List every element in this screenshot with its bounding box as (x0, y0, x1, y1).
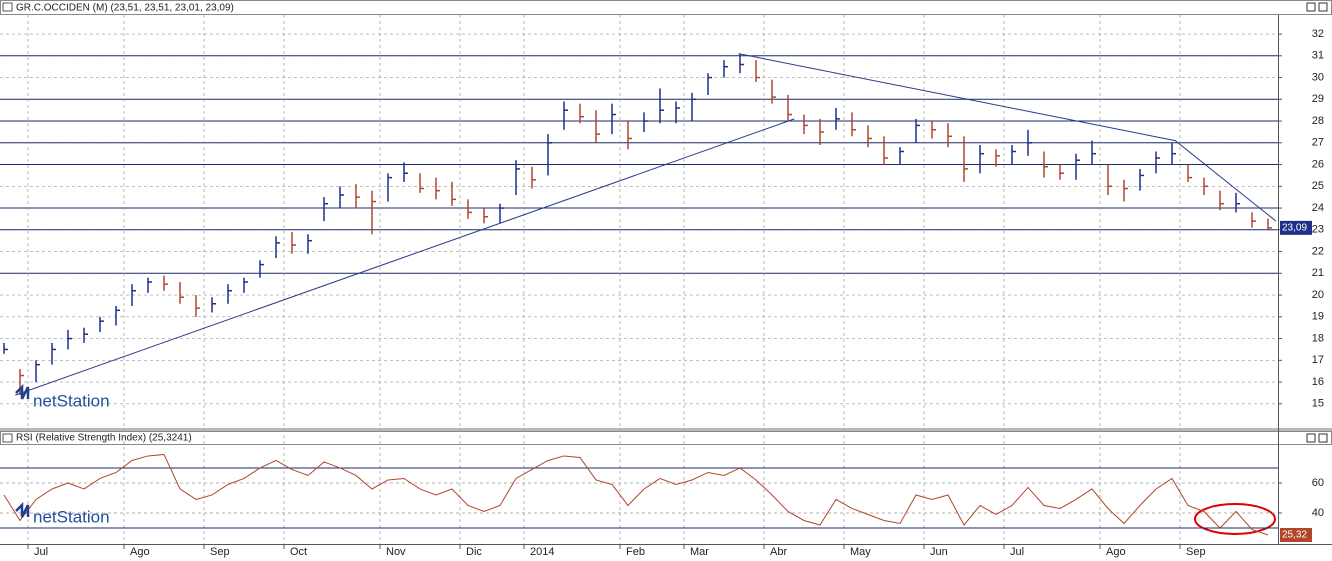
last-value-box (1280, 220, 1312, 235)
y-tick-label: 21 (1312, 267, 1324, 279)
y-tick-label: 28 (1312, 115, 1324, 127)
y-tick-label: 22 (1312, 245, 1324, 257)
y-tick-label: 31 (1312, 50, 1324, 62)
x-tick-label: Sep (1186, 546, 1206, 558)
rsi-title: RSI (Relative Strength Index) (25,3241) (16, 433, 192, 444)
plot-layer: 15 16 17 18 19 20 21 22 23 24 25 26 27 28 29 30 31 32 Jul A… (0, 15, 1324, 558)
maximize-button[interactable] (1306, 2, 1316, 12)
y-tick-label: 17 (1312, 354, 1324, 366)
chart-title: GR.C.OCCIDEN (M) (23,51, 23,51, 23,01, 2… (16, 3, 234, 14)
x-tick-label: Mar (690, 546, 709, 558)
y-tick-label: 60 (1312, 477, 1324, 489)
rsi-line (3, 453, 1269, 536)
trendline (738, 53, 1277, 222)
watermark-logo (15, 501, 30, 518)
y-tick-label: 40 (1312, 507, 1324, 519)
x-tick-label: May (850, 546, 871, 558)
pane-divider (0, 428, 1332, 431)
highlight-ellipse (1194, 503, 1276, 535)
last-value-box (1280, 528, 1312, 543)
watermark: netStation (15, 383, 110, 410)
watermark-text: netStation (33, 391, 110, 410)
y-tick-label: 20 (1312, 289, 1324, 301)
rsi-close-button[interactable] (1318, 433, 1328, 443)
y-tick-label: 26 (1312, 158, 1324, 170)
y-tick-label: 18 (1312, 332, 1324, 344)
x-tick-label: Oct (290, 546, 307, 558)
y-tick-label: 24 (1312, 202, 1324, 214)
y-tick-label: 32 (1312, 28, 1324, 40)
trendline (15, 118, 795, 396)
rsi-maximize-button[interactable] (1306, 433, 1316, 443)
rsi-title-bar (0, 431, 1332, 445)
y-tick-label: 15 (1312, 398, 1324, 410)
y-tick-label: 29 (1312, 93, 1324, 105)
rsi-icon (2, 433, 13, 443)
y-tick-label: 16 (1312, 376, 1324, 388)
x-tick-label: Sep (210, 546, 230, 558)
x-tick-label: Ago (130, 546, 150, 558)
watermark-text: netStation (33, 507, 110, 526)
x-tick-label: Feb (626, 546, 645, 558)
x-tick-label: 2014 (530, 546, 554, 558)
y-tick-label: 23 (1312, 224, 1324, 236)
x-tick-label: Ago (1106, 546, 1126, 558)
close-button[interactable] (1318, 2, 1328, 12)
y-tick-label: 25 (1312, 180, 1324, 192)
last-value-label: 23,09 (1282, 222, 1307, 233)
watermark: netStation (15, 501, 110, 526)
x-tick-label: Abr (770, 546, 787, 558)
y-tick-label: 27 (1312, 137, 1324, 149)
x-tick-label: Nov (386, 546, 406, 558)
x-tick-label: Jun (930, 546, 948, 558)
watermark-logo (15, 383, 30, 400)
x-tick-label: Jul (34, 546, 48, 558)
y-tick-label: 30 (1312, 71, 1324, 83)
x-tick-label: Dic (466, 546, 482, 558)
x-tick-label: Jul (1010, 546, 1024, 558)
window-icon (2, 2, 13, 12)
last-value-label: 25,32 (1282, 530, 1307, 541)
y-tick-label: 19 (1312, 311, 1324, 323)
